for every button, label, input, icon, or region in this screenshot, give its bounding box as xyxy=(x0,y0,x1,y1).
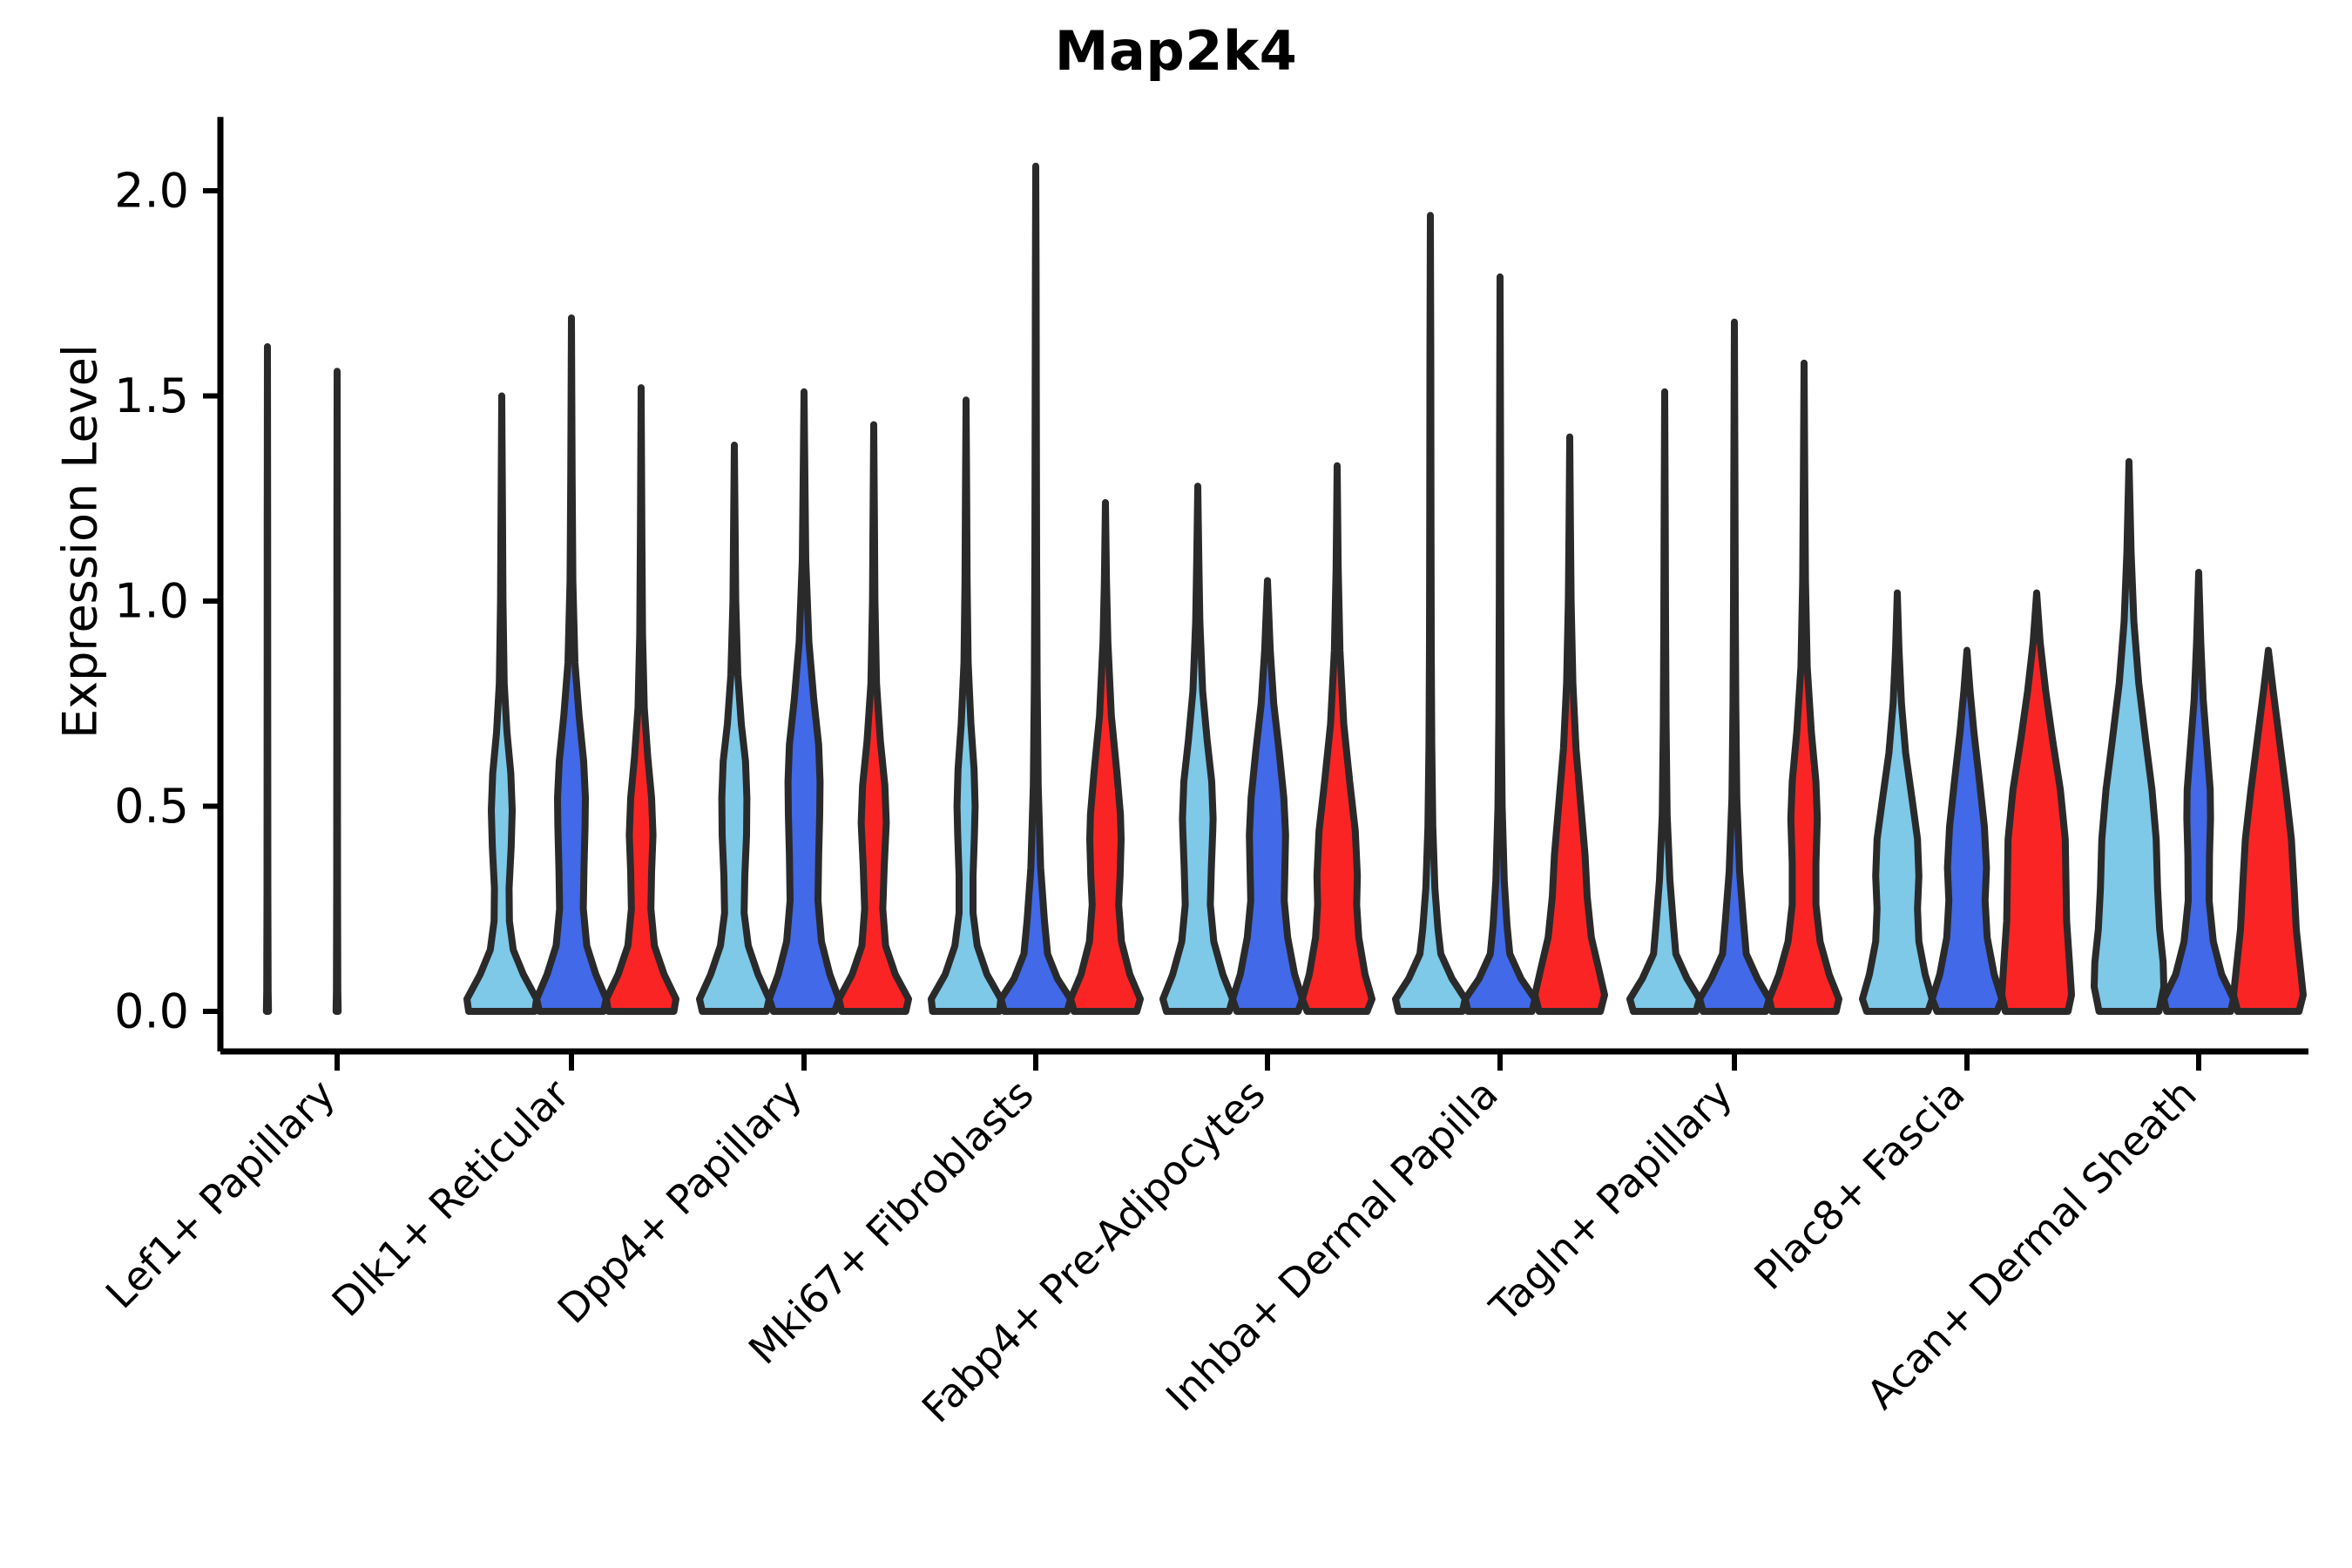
violin-shape xyxy=(1696,318,1773,1015)
violin-shape xyxy=(332,368,342,1015)
violin-shape xyxy=(696,442,773,1015)
violin-shape xyxy=(603,384,679,1015)
violin-shape xyxy=(1067,498,1144,1015)
violin-shape xyxy=(1531,433,1608,1015)
violin-shape xyxy=(463,392,540,1015)
violin-shape xyxy=(2160,569,2237,1015)
violin-shape xyxy=(1998,589,2075,1015)
y-tick-labels: 0.0 0.5 1.0 1.5 2.0 xyxy=(114,164,189,1039)
violins-layer xyxy=(262,162,2307,1015)
violin-shape xyxy=(1299,462,1375,1015)
y-tick-label: 2.0 xyxy=(114,164,189,219)
violin-shape xyxy=(928,396,1004,1015)
violin-shape xyxy=(766,388,842,1015)
y-tick-label: 0.0 xyxy=(114,984,189,1039)
violin-shape xyxy=(533,314,610,1015)
y-tick-label: 1.5 xyxy=(114,368,189,423)
violin-shape xyxy=(1626,388,1703,1015)
x-tick-label: Dpp4+ Papillary xyxy=(549,1071,811,1333)
axis-layer xyxy=(203,117,2308,1071)
x-tick-label: Dlk1+ Reticular xyxy=(323,1071,578,1326)
violin-shape xyxy=(2230,646,2307,1015)
page-title: Map2k4 xyxy=(1054,19,1298,83)
x-tick-label: Plac8+ Fascia xyxy=(1745,1071,1973,1299)
y-tick-label: 1.0 xyxy=(114,574,189,629)
violin-shape xyxy=(1929,646,2005,1015)
violin-shape xyxy=(1766,359,1842,1015)
violin-shape xyxy=(1859,589,1936,1015)
x-tick-label: Tagln+ Papillary xyxy=(1480,1071,1741,1332)
violin-shape xyxy=(997,162,1074,1015)
violin-shape xyxy=(1462,273,1538,1015)
violin-shape xyxy=(262,342,273,1015)
violin-shape xyxy=(1392,212,1469,1015)
violin-shape xyxy=(1229,577,1306,1015)
violin-shape xyxy=(2091,457,2167,1015)
x-tick-label: Lef1+ Papillary xyxy=(97,1071,344,1318)
violin-shape xyxy=(835,421,912,1015)
violin-shape xyxy=(1159,483,1236,1015)
y-tick-label: 0.5 xyxy=(114,779,189,834)
